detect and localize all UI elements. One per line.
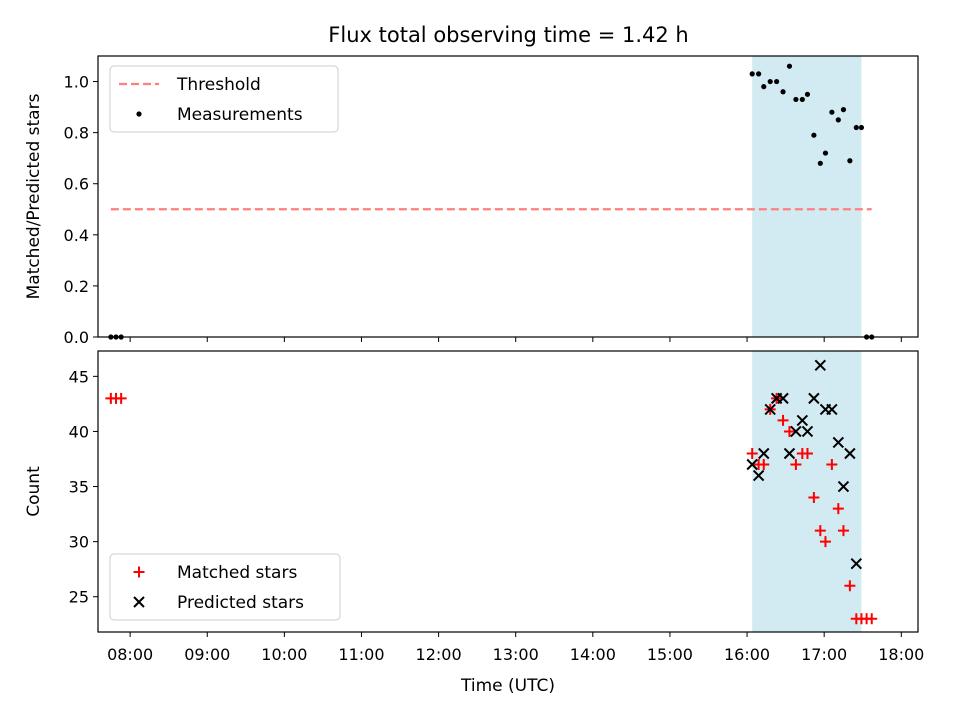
predicted-stars-point <box>790 425 802 438</box>
measurements-point <box>804 91 811 97</box>
top-legend: Threshold Measurements <box>109 65 339 133</box>
matched-stars-point <box>777 414 789 426</box>
predicted-stars-point <box>758 447 770 460</box>
top-ytick-label: 0.4 <box>64 226 89 245</box>
top-panel: 0.0 0.2 0.4 0.6 0.8 1.0 Matched/Predicted star… <box>24 55 919 347</box>
predicted-stars-point <box>746 458 758 471</box>
measurements-point <box>858 124 865 131</box>
matched-stars-point <box>790 459 802 471</box>
bottom-x-axis-label: Time (UTC) <box>460 676 555 696</box>
matched-stars-point <box>808 492 820 504</box>
predicted-stars-point <box>814 359 827 372</box>
top-ytick-label: 0.6 <box>64 175 89 194</box>
measurements-point <box>829 109 835 115</box>
bottom-observing-span <box>752 351 862 632</box>
top-observing-span <box>752 56 862 337</box>
predicted-stars-point <box>844 447 856 460</box>
predicted-stars-point <box>777 392 789 405</box>
measurements-point <box>786 63 793 69</box>
measurements-point <box>840 107 847 113</box>
predicted-stars-point <box>752 469 765 482</box>
measurements-point <box>847 158 853 164</box>
predicted-stars-point <box>826 403 838 416</box>
predicted-stars-point <box>764 403 776 416</box>
matched-stars-point <box>866 613 878 625</box>
bottom-xtick-label: 17:00 <box>801 645 847 664</box>
measurements-legend-label: Measurements <box>177 105 303 125</box>
bottom-xtick-label: 14:00 <box>570 645 616 664</box>
matched-stars-point <box>844 580 856 592</box>
predicted-stars-point <box>832 436 845 449</box>
measurements-point <box>780 89 786 95</box>
bottom-xtick-label: 09:00 <box>184 645 230 664</box>
matched-stars-point <box>837 525 849 537</box>
bottom-xtick-label: 16:00 <box>724 645 770 664</box>
predicted-stars-point <box>783 447 796 460</box>
bottom-xtick-label: 11:00 <box>338 645 384 664</box>
predicted-stars-point <box>796 414 809 427</box>
measurements-point <box>774 78 780 85</box>
threshold-legend-label: Threshold <box>176 75 261 95</box>
measurements-point <box>822 150 829 156</box>
bottom-y-axis-label: Count <box>24 466 44 517</box>
top-legend-box <box>109 65 339 133</box>
measurements-point <box>835 117 841 123</box>
top-ytick-label: 0.8 <box>64 124 89 143</box>
bottom-ytick-label: 25 <box>69 588 89 607</box>
matched-stars-point <box>758 459 770 471</box>
measurements-point <box>793 96 799 103</box>
bottom-ytick-label: 45 <box>69 367 89 386</box>
bottom-ytick-label: 30 <box>69 533 89 552</box>
matched-stars-point <box>746 447 758 459</box>
measurements-point <box>756 71 762 77</box>
measurements-legend-swatch <box>136 111 142 117</box>
bottom-ytick-label: 40 <box>69 422 89 441</box>
measurements-point <box>767 78 773 85</box>
bottom-axes-frame <box>97 350 919 633</box>
matched-stars-point <box>819 536 831 548</box>
measurements-point <box>799 96 805 103</box>
bottom-legend: Matched stars Predicted stars <box>109 553 341 621</box>
matched-stars-point <box>814 525 826 537</box>
matched-stars-point <box>783 425 795 437</box>
predicted-stars-point <box>808 392 820 405</box>
measurements-point <box>749 71 755 77</box>
measurements-point <box>853 124 859 131</box>
bottom-xtick-label: 13:00 <box>493 645 539 664</box>
predicted-stars-legend-swatch <box>133 596 145 608</box>
bottom-xtick-label: 08:00 <box>107 645 153 664</box>
top-ytick-label: 0.2 <box>64 277 89 296</box>
bottom-xtick-label: 15:00 <box>647 645 693 664</box>
bottom-panel: 25 30 35 40 45 08:00 09:00 10:00 11:00 12:00 13:00… <box>24 350 924 696</box>
predicted-stars-point <box>850 557 863 570</box>
matched-stars-point <box>115 392 127 404</box>
top-ytick-label: 0.0 <box>64 328 89 347</box>
matched-stars-point <box>801 447 813 459</box>
bottom-legend-box <box>109 553 341 621</box>
predicted-stars-legend-label: Predicted stars <box>177 593 304 613</box>
measurements-point <box>761 84 767 90</box>
predicted-stars-point <box>837 480 850 493</box>
predicted-stars-point <box>801 425 814 438</box>
matched-stars-legend-label: Matched stars <box>177 563 297 583</box>
top-axes-frame <box>97 55 919 338</box>
measurements-point <box>811 132 817 138</box>
figure-title: Flux total observing time = 1.42 h <box>328 23 688 47</box>
bottom-ytick-label: 35 <box>69 478 89 497</box>
bottom-xtick-label: 10:00 <box>261 645 307 664</box>
bottom-xtick-label: 18:00 <box>878 645 924 664</box>
matched-stars-legend-swatch <box>133 566 145 578</box>
matched-stars-point <box>832 503 844 515</box>
measurements-point <box>817 160 823 166</box>
top-y-axis-label: Matched/Predicted stars <box>24 93 44 299</box>
bottom-xtick-label: 12:00 <box>416 645 462 664</box>
top-ytick-label: 1.0 <box>64 73 89 92</box>
matched-stars-point <box>826 459 838 471</box>
